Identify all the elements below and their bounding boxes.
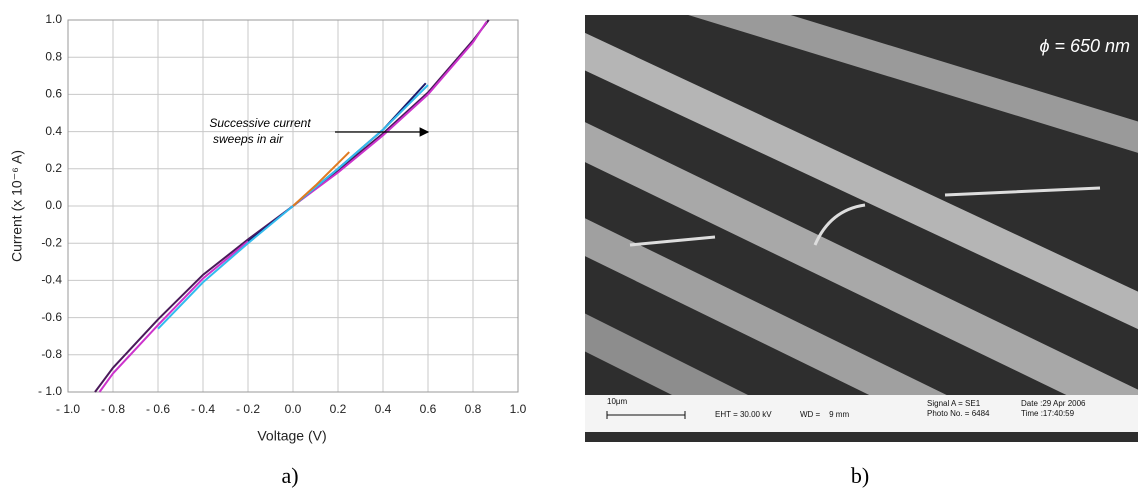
caption: b) bbox=[851, 463, 869, 488]
x-tick-label: 0.6 bbox=[420, 402, 437, 416]
signal: Signal A = SE1 bbox=[927, 399, 981, 408]
x-tick-label: 0.4 bbox=[375, 402, 392, 416]
y-axis-label: Current (x 10⁻⁶ A) bbox=[9, 150, 25, 262]
scale-label: 10μm bbox=[607, 397, 628, 406]
x-tick-label: 0.2 bbox=[330, 402, 347, 416]
photo: Photo No. = 6484 bbox=[927, 409, 990, 418]
annotation: Successive current bbox=[209, 116, 311, 130]
series-line bbox=[292, 151, 350, 207]
y-tick-label: 0.6 bbox=[45, 87, 62, 101]
info-bar bbox=[585, 395, 1138, 432]
eht: EHT = 30.00 kV bbox=[715, 410, 772, 419]
info-strip bbox=[585, 432, 1138, 442]
sem-stripes bbox=[585, 15, 1138, 395]
y-tick-label: -0.8 bbox=[41, 347, 62, 361]
x-tick-label: - 0.2 bbox=[236, 402, 260, 416]
y-tick-label: 1.0 bbox=[45, 12, 62, 26]
x-tick-label: - 0.8 bbox=[101, 402, 125, 416]
diameter-label: ϕ = 650 nm bbox=[1039, 36, 1130, 56]
y-tick-label: 0.0 bbox=[45, 198, 62, 212]
date: Date :29 Apr 2006 bbox=[1021, 399, 1086, 408]
scale-bar bbox=[606, 411, 686, 419]
iv-chart: - 1.0 - 0.8 - 0.6 - 0.4 - 0.2 0.0 0.2 0.4 0.6 0.8… bbox=[38, 12, 527, 416]
wd: WD = 9 mm bbox=[800, 410, 849, 419]
series-line bbox=[247, 82, 427, 243]
x-tick-label: 0.0 bbox=[285, 402, 302, 416]
y-tick-label: - 1.0 bbox=[38, 384, 62, 398]
caption: a) bbox=[281, 463, 298, 488]
y-tick-label: 0.2 bbox=[45, 161, 62, 175]
x-tick-label: - 0.4 bbox=[191, 402, 215, 416]
y-tick-label: -0.6 bbox=[41, 310, 62, 324]
y-tick-label: 0.4 bbox=[45, 124, 62, 138]
x-tick-label: - 1.0 bbox=[56, 402, 80, 416]
sem-image: ϕ = 650 nm 10μm EHT = 30.00 kV WD = 9 mm… bbox=[585, 15, 1138, 442]
annotation: sweeps in air bbox=[213, 132, 284, 146]
y-tick-label: 0.8 bbox=[45, 49, 62, 63]
x-tick-label: 1.0 bbox=[510, 402, 527, 416]
y-tick-label: -0.2 bbox=[41, 235, 62, 249]
plot-frame bbox=[67, 19, 519, 393]
x-axis-label: Voltage (V) bbox=[257, 428, 326, 444]
x-tick-label: 0.8 bbox=[465, 402, 482, 416]
x-tick-label: - 0.6 bbox=[146, 402, 170, 416]
time: Time :17:40:59 bbox=[1021, 409, 1075, 418]
y-tick-label: -0.4 bbox=[41, 273, 62, 287]
